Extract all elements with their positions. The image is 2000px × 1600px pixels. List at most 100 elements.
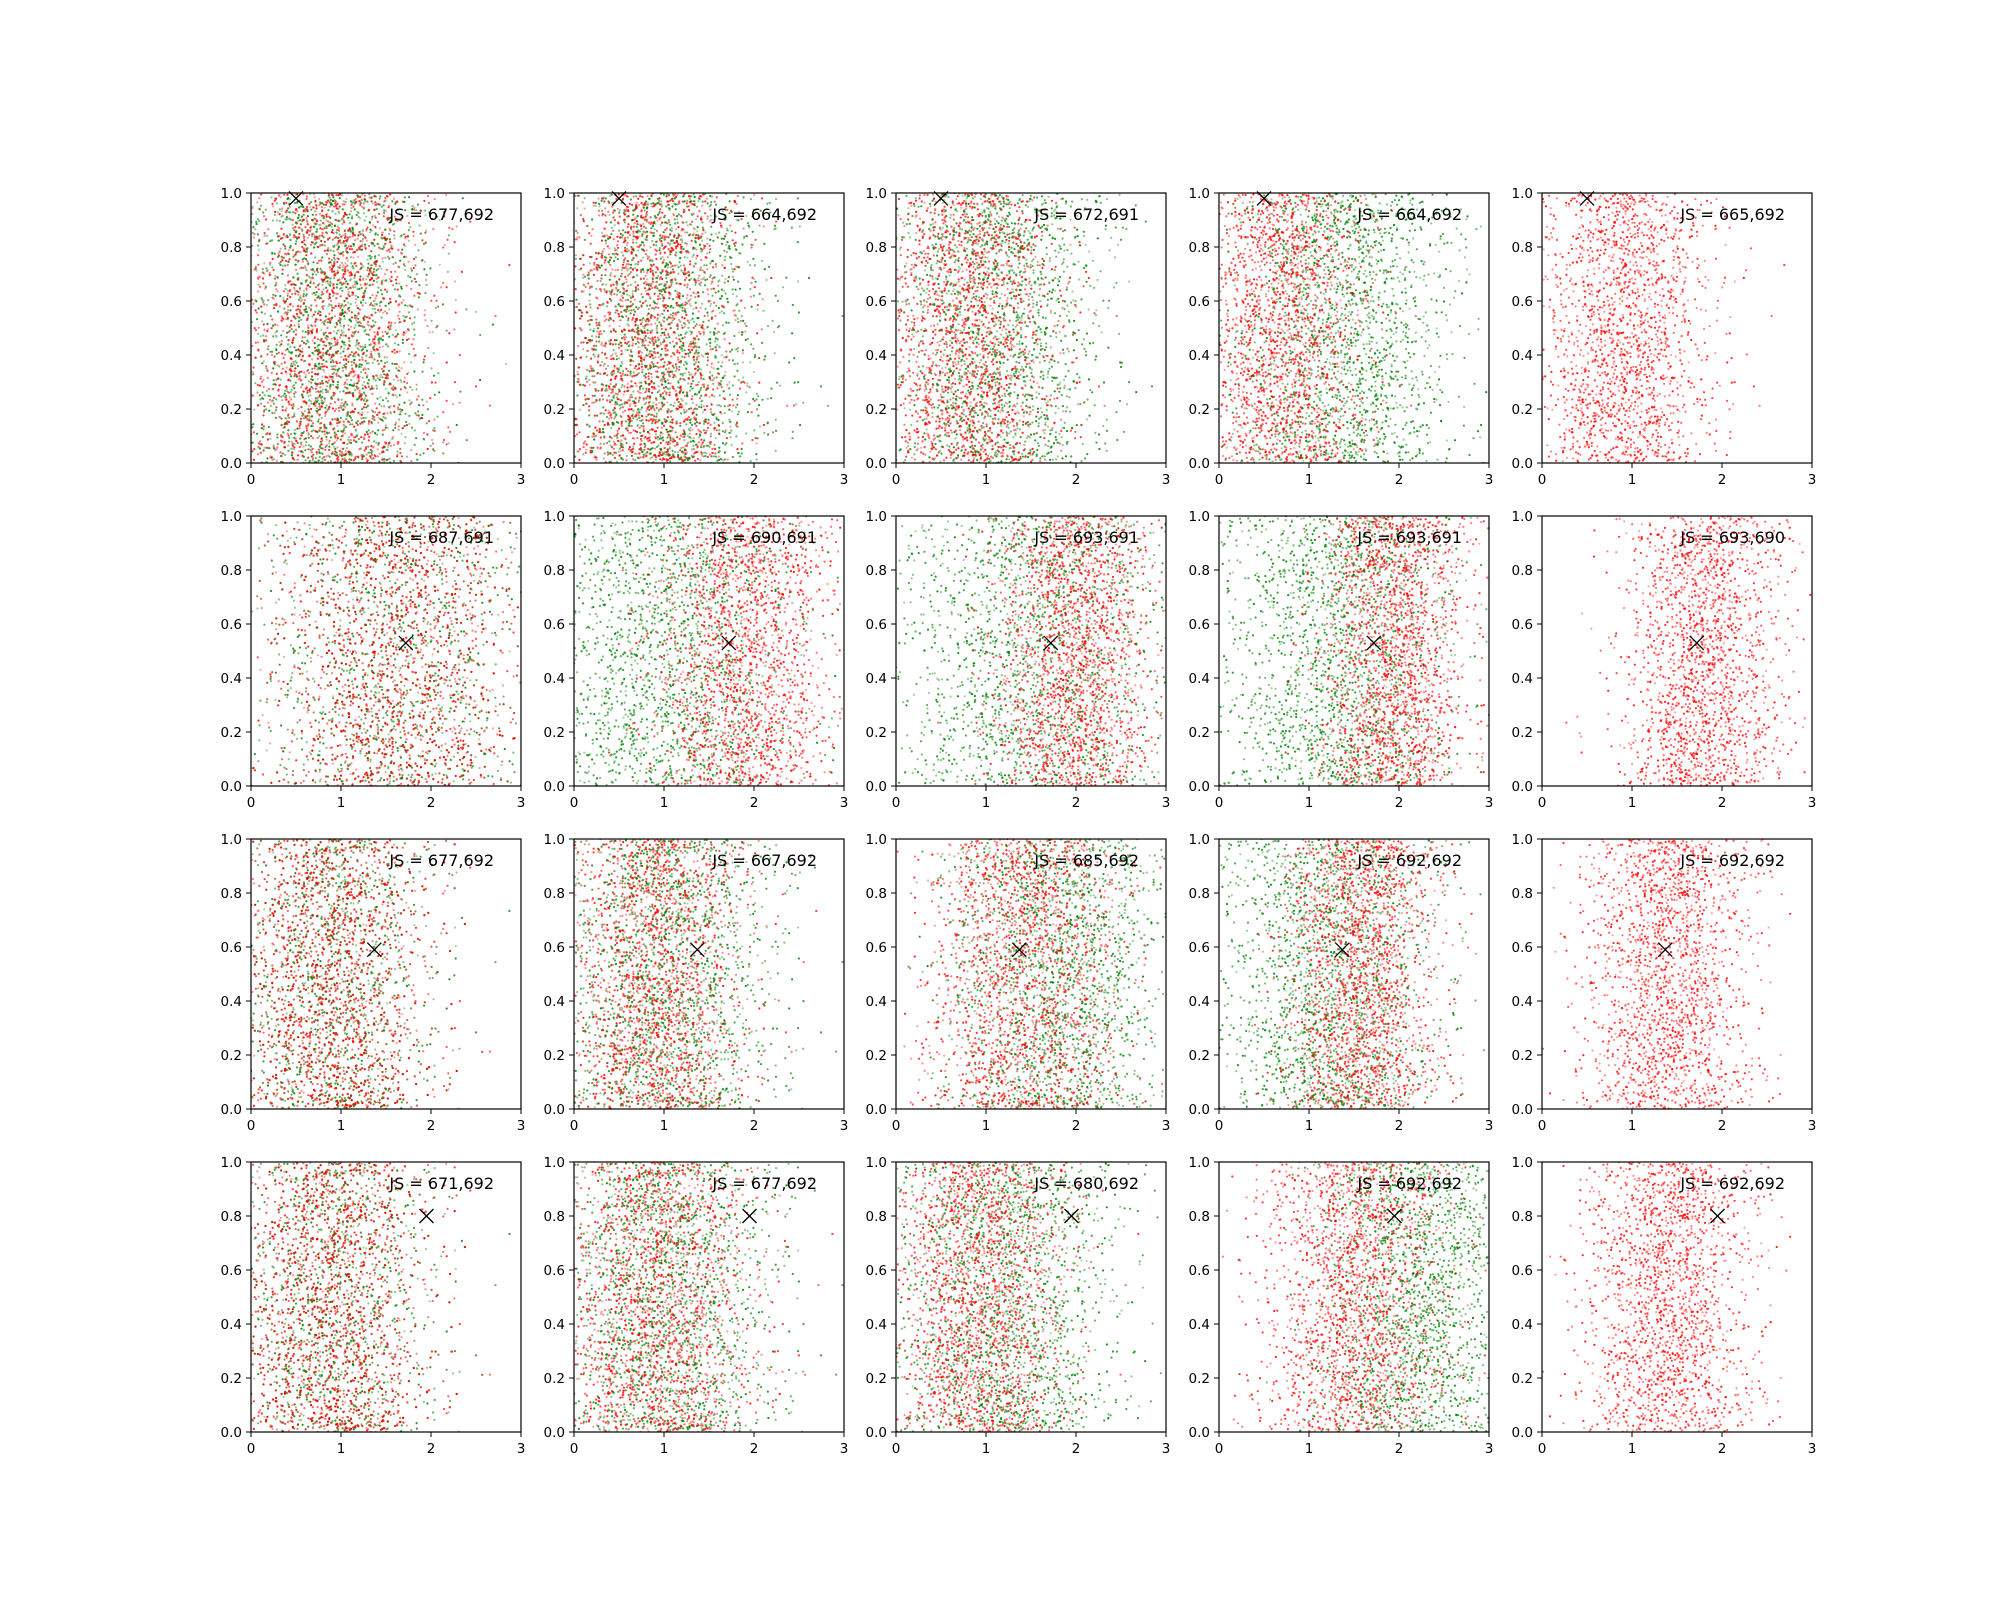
scatter-point [715, 292, 717, 294]
scatter-point [644, 403, 646, 405]
scatter-point [317, 399, 319, 401]
scatter-point [674, 290, 676, 292]
scatter-point [597, 390, 599, 392]
scatter-point [649, 198, 651, 200]
scatter-point [736, 404, 738, 406]
scatter-point [677, 273, 679, 275]
scatter-point [384, 257, 386, 259]
scatter-point [397, 333, 399, 335]
scatter-point [397, 451, 399, 453]
scatter-point [369, 304, 371, 306]
scatter-point [325, 287, 327, 289]
scatter-point [369, 231, 371, 233]
scatter-point [352, 294, 354, 296]
scatter-point [359, 278, 361, 280]
scatter-point [403, 402, 405, 404]
scatter-point [382, 434, 384, 436]
scatter-point [340, 236, 342, 238]
scatter-point [284, 253, 286, 255]
scatter-point [365, 302, 367, 304]
scatter-point [716, 344, 718, 346]
scatter-point [326, 444, 328, 446]
scatter-point [309, 286, 311, 288]
scatter-point [405, 316, 407, 318]
scatter-point [280, 196, 282, 198]
scatter-point [690, 386, 692, 388]
scatter-point [307, 408, 309, 410]
scatter-point [293, 276, 295, 278]
scatter-point [764, 268, 766, 270]
scatter-point [434, 430, 436, 432]
scatter-point [394, 237, 396, 239]
scatter-point [302, 455, 304, 457]
scatter-point [289, 234, 291, 236]
scatter-point [696, 206, 698, 208]
scatter-point [377, 243, 379, 245]
scatter-point [427, 408, 429, 410]
scatter-point [267, 345, 269, 347]
scatter-point [285, 260, 287, 262]
scatter-point [724, 332, 726, 334]
scatter-point [315, 398, 317, 400]
scatter-point [688, 374, 690, 376]
scatter-point [366, 431, 368, 433]
scatter-point [381, 376, 383, 378]
scatter-point [398, 370, 400, 372]
scatter-point [337, 258, 339, 260]
scatter-point [378, 411, 380, 413]
scatter-point [292, 339, 294, 341]
scatter-point [318, 236, 320, 238]
scatter-point [608, 440, 610, 442]
scatter-point [703, 333, 705, 335]
scatter-point [317, 312, 319, 314]
scatter-point [762, 310, 764, 312]
scatter-point [589, 425, 591, 427]
scatter-point [433, 450, 435, 452]
scatter-point [309, 394, 311, 396]
scatter-point [295, 264, 297, 266]
scatter-point [682, 345, 684, 347]
scatter-point [305, 254, 307, 256]
scatter-point [375, 374, 377, 376]
scatter-point [334, 338, 336, 340]
scatter-point [791, 227, 793, 229]
scatter-point [258, 284, 260, 286]
scatter-point [433, 419, 435, 421]
scatter-point [390, 280, 392, 282]
scatter-point [425, 279, 427, 281]
scatter-point [704, 308, 706, 310]
scatter-point [317, 437, 319, 439]
scatter-point [307, 237, 309, 239]
scatter-point [340, 348, 342, 350]
scatter-point [399, 394, 401, 396]
scatter-point [452, 403, 454, 405]
scatter-point [663, 194, 665, 196]
scatter-point [454, 280, 456, 282]
scatter-point [305, 208, 307, 210]
scatter-point [592, 353, 594, 355]
scatter-point [738, 310, 740, 312]
scatter-point [312, 448, 314, 450]
scatter-point [297, 305, 299, 307]
scatter-point [325, 436, 327, 438]
scatter-point [374, 255, 376, 257]
scatter-point [305, 217, 307, 219]
scatter-point [388, 321, 390, 323]
scatter-point [333, 392, 335, 394]
scatter-point [672, 281, 674, 283]
scatter-point [631, 259, 633, 261]
scatter-point [368, 429, 370, 431]
scatter-point [353, 262, 355, 264]
scatter-point [344, 230, 346, 232]
scatter-point [377, 429, 379, 431]
scatter-point [302, 295, 304, 297]
scatter-point [390, 322, 392, 324]
scatter-point [273, 379, 275, 381]
scatter-point [372, 274, 374, 276]
scatter-point [295, 329, 297, 331]
scatter-point [430, 367, 432, 369]
scatter-point [361, 414, 363, 416]
scatter-point [346, 265, 348, 267]
scatter-point [630, 198, 632, 200]
scatter-point [372, 308, 374, 310]
